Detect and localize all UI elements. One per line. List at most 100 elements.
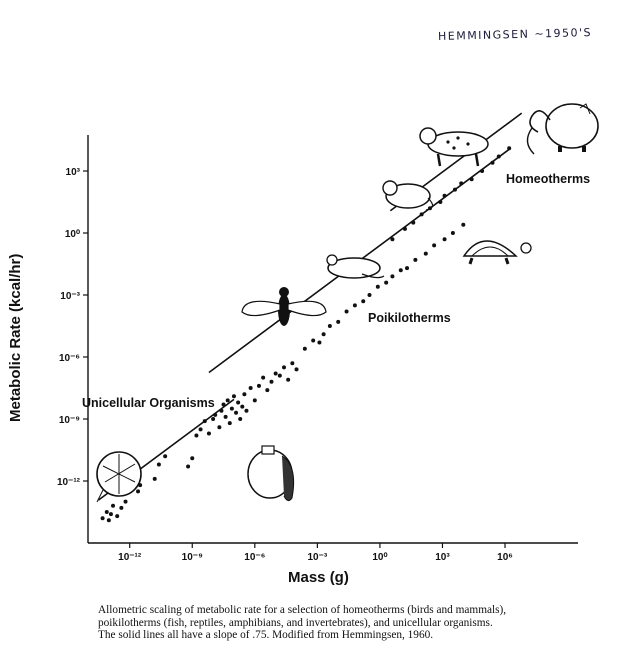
data-point: [398, 268, 403, 273]
x-tick-label: 10⁻⁶: [244, 552, 265, 563]
caption-line-3: The solid lines all have a slope of .75.…: [98, 629, 434, 642]
data-point: [231, 394, 236, 399]
data-point: [311, 338, 316, 343]
data-point: [225, 398, 230, 403]
data-point: [240, 404, 245, 409]
data-point: [390, 237, 395, 242]
data-point: [115, 514, 120, 519]
data-point: [302, 346, 307, 351]
data-point: [402, 226, 407, 231]
label-homeotherms: Homeotherms: [506, 172, 590, 186]
data-point: [223, 414, 228, 419]
data-point: [152, 476, 157, 481]
data-point: [450, 231, 455, 235]
data-point: [242, 392, 247, 397]
data-point: [352, 303, 357, 308]
label-poikilotherms: Poikilotherms: [368, 311, 451, 325]
x-tick-label: 10⁻¹²: [118, 552, 142, 563]
data-point: [229, 406, 234, 411]
data-point: [411, 220, 416, 225]
data-point: [206, 431, 211, 436]
data-point: [104, 510, 109, 514]
data-point: [375, 284, 380, 289]
mammoth-icon: [526, 103, 599, 155]
data-point: [213, 412, 218, 417]
tortoise-icon: [462, 240, 532, 265]
data-point: [438, 200, 443, 204]
data-point: [507, 146, 512, 151]
metabolic-rate-chart: 10⁻¹² 10⁻⁹ 10⁻⁶ 10⁻³ 10⁰ 10³ 10⁶ 10³ 10⁰ 10⁻³ 10⁻⁶…: [7, 103, 599, 586]
data-point: [244, 408, 249, 413]
data-point: [248, 386, 253, 390]
y-tick-label: 10⁻⁶: [59, 353, 80, 364]
data-point: [490, 160, 495, 165]
data-point: [432, 243, 437, 248]
x-tick-label: 10⁰: [372, 552, 387, 563]
data-point: [211, 417, 216, 421]
data-point: [261, 375, 266, 380]
data-point: [423, 251, 428, 256]
data-point: [384, 280, 389, 285]
y-tick-label: 10⁻⁹: [59, 415, 80, 426]
data-point: [219, 408, 224, 413]
y-tick-label: 10⁻³: [60, 291, 80, 302]
data-points: [100, 146, 512, 523]
data-point: [469, 177, 474, 182]
data-point: [461, 222, 466, 227]
caption-line-1: Allometric scaling of metabolic rate for…: [98, 604, 507, 616]
data-point: [321, 332, 326, 337]
data-point: [442, 193, 447, 198]
data-point: [277, 373, 282, 378]
data-point: [108, 512, 113, 517]
caption-line-2: poikilotherms (fish, reptiles, amphibian…: [98, 616, 493, 629]
y-tick-label: 10³: [66, 167, 81, 178]
rat-icon: [382, 180, 434, 211]
data-point: [452, 187, 457, 192]
data-point: [361, 299, 366, 304]
data-point: [156, 462, 161, 467]
data-point: [286, 377, 291, 382]
data-point: [273, 371, 278, 376]
frog-icon: [326, 254, 385, 279]
data-point: [190, 456, 195, 461]
y-axis-label: Metabolic Rate (kcal/hr): [7, 254, 24, 422]
data-point: [419, 212, 424, 217]
data-point: [234, 410, 239, 415]
jaguar-icon: [419, 127, 489, 167]
data-point: [413, 257, 418, 262]
figure-caption: Allometric scaling of metabolic rate for…: [98, 604, 598, 642]
data-point: [252, 398, 257, 403]
data-point: [269, 379, 274, 384]
data-point: [336, 319, 341, 324]
data-point: [294, 367, 299, 372]
data-point: [405, 266, 410, 271]
y-tick-label: 10⁰: [65, 229, 80, 240]
data-point: [317, 340, 322, 345]
data-point: [327, 324, 332, 328]
data-point: [265, 388, 270, 393]
foraminifera-icon: [247, 445, 295, 502]
data-point: [442, 237, 447, 242]
data-point: [163, 454, 168, 459]
data-point: [136, 489, 141, 494]
data-point: [367, 293, 372, 297]
data-point: [106, 518, 111, 523]
data-point: [480, 169, 485, 173]
x-axis-label: Mass (g): [288, 569, 349, 586]
data-point: [186, 464, 191, 469]
x-tick-label: 10⁶: [497, 552, 513, 563]
data-point: [236, 400, 241, 405]
fly-icon: [241, 287, 327, 326]
data-point: [100, 516, 105, 521]
data-point: [256, 383, 261, 388]
data-point: [123, 499, 128, 504]
data-point: [194, 433, 199, 438]
data-point: [202, 419, 207, 424]
data-point: [290, 361, 295, 366]
y-tick-label: 10⁻¹²: [57, 477, 81, 488]
data-point: [198, 427, 203, 432]
data-point: [238, 417, 243, 421]
data-point: [221, 402, 226, 407]
label-unicellular: Unicellular Organisms: [82, 396, 215, 410]
data-point: [111, 503, 116, 508]
